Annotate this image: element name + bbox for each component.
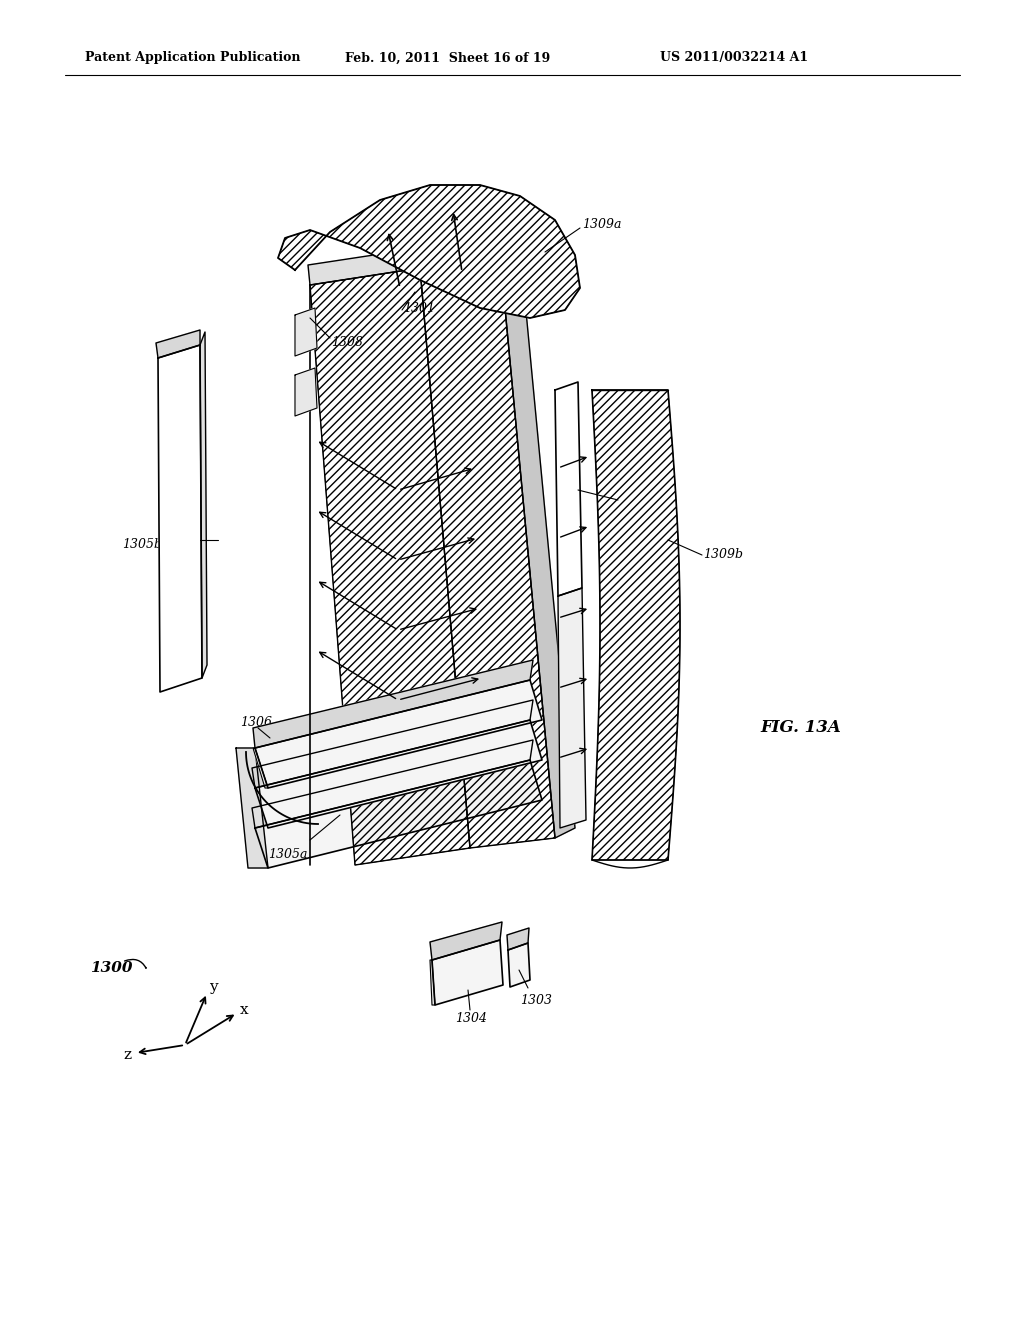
Polygon shape (558, 587, 586, 828)
Polygon shape (432, 940, 503, 1005)
FancyArrowPatch shape (125, 960, 146, 968)
Text: 1305a: 1305a (268, 849, 307, 862)
Polygon shape (310, 268, 470, 865)
Text: Feb. 10, 2011  Sheet 16 of 19: Feb. 10, 2011 Sheet 16 of 19 (345, 51, 550, 65)
Polygon shape (253, 660, 534, 748)
Text: 1301: 1301 (403, 301, 435, 314)
Polygon shape (252, 741, 534, 828)
Polygon shape (420, 255, 555, 847)
Polygon shape (253, 748, 268, 788)
Polygon shape (236, 748, 268, 869)
Polygon shape (255, 719, 542, 828)
Polygon shape (420, 235, 500, 268)
Polygon shape (278, 185, 580, 318)
Polygon shape (508, 942, 530, 987)
Text: 1308: 1308 (331, 335, 362, 348)
Polygon shape (255, 680, 542, 788)
Text: 1309a: 1309a (582, 219, 622, 231)
Text: 1305b: 1305b (122, 539, 162, 552)
Text: y: y (209, 979, 218, 994)
Polygon shape (156, 330, 200, 358)
Polygon shape (592, 389, 680, 861)
Text: 1306: 1306 (240, 715, 272, 729)
Polygon shape (252, 700, 534, 788)
Polygon shape (430, 921, 502, 960)
Text: 1302: 1302 (620, 491, 652, 504)
Text: x: x (240, 1003, 249, 1016)
Polygon shape (308, 248, 420, 285)
Text: FIG. 13A: FIG. 13A (760, 719, 841, 737)
Text: 1304: 1304 (455, 1011, 487, 1024)
Polygon shape (430, 960, 435, 1005)
Polygon shape (200, 333, 207, 678)
Text: 1309b: 1309b (703, 549, 743, 561)
Text: z: z (123, 1048, 131, 1063)
Text: Patent Application Publication: Patent Application Publication (85, 51, 300, 65)
Polygon shape (295, 368, 317, 416)
Polygon shape (255, 760, 542, 869)
Polygon shape (158, 345, 202, 692)
Polygon shape (500, 248, 575, 838)
Polygon shape (295, 308, 317, 356)
Text: 1300: 1300 (90, 961, 132, 975)
Text: US 2011/0032214 A1: US 2011/0032214 A1 (660, 51, 808, 65)
Polygon shape (507, 928, 529, 950)
Polygon shape (555, 381, 582, 597)
Text: 1303: 1303 (520, 994, 552, 1006)
